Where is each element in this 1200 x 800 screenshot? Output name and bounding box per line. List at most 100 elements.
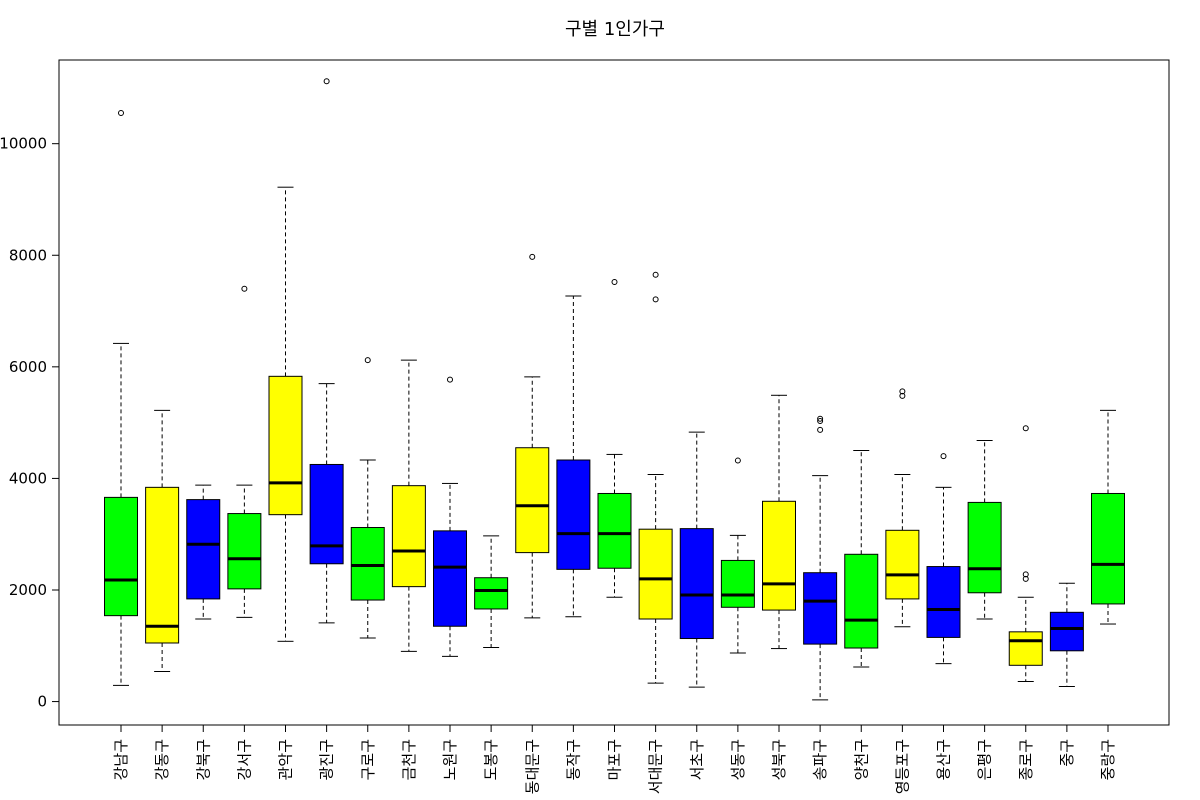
box-iqr: [433, 530, 467, 627]
box-iqr: [1049, 611, 1084, 652]
box-iqr: [145, 486, 180, 644]
x-tick-label: 동작구: [564, 739, 582, 780]
x-tick-label: 강서구: [235, 739, 253, 780]
box-iqr: [186, 499, 221, 600]
box-금천구: [391, 359, 426, 652]
x-tick-label: 광진구: [318, 739, 336, 780]
box-서초구: [679, 431, 714, 688]
x-tick-label: 관악구: [277, 739, 295, 780]
x-tick-label: 영등포구: [893, 739, 911, 794]
outlier-point: [241, 285, 248, 292]
x-tick-label: 강북구: [194, 739, 212, 780]
x-tick-label: 종로구: [1017, 739, 1035, 780]
outlier-point: [652, 271, 659, 278]
box-강서구: [227, 285, 262, 618]
box-구로구: [350, 357, 385, 639]
box-은평구: [967, 439, 1002, 620]
x-axis: 강남구 강동구 강북구 강서구 관악구 광진구 구로구 금천구 노원구 도봉구 동대문구 동작구 마포구…: [112, 725, 1117, 794]
box-iqr: [556, 459, 591, 570]
box-iqr: [474, 577, 509, 610]
x-tick-label: 은평구: [976, 739, 994, 780]
box-iqr: [227, 513, 262, 590]
box-양천구: [844, 450, 879, 668]
box-도봉구: [474, 535, 509, 648]
box-iqr: [391, 485, 426, 588]
box-iqr: [638, 528, 673, 620]
box-광진구: [309, 78, 344, 624]
outlier-point: [899, 392, 906, 399]
box-iqr: [967, 501, 1002, 594]
x-tick-label: 금천구: [400, 739, 418, 780]
box-iqr: [720, 559, 755, 608]
box-iqr: [885, 529, 920, 600]
x-tick-label: 강남구: [112, 739, 130, 780]
x-tick-label: 서초구: [688, 739, 706, 780]
outlier-point: [1022, 425, 1029, 432]
outlier-point: [817, 426, 824, 433]
box-중구: [1049, 582, 1084, 688]
outlier-point: [447, 376, 453, 383]
outlier-point: [1022, 571, 1029, 578]
outlier-point: [364, 357, 371, 364]
y-tick-label: 8000: [9, 246, 47, 264]
outlier-point: [529, 253, 536, 260]
outlier-point: [323, 78, 330, 85]
box-iqr: [844, 553, 879, 649]
box-iqr: [597, 492, 632, 569]
box-동작구: [556, 295, 591, 618]
box-강북구: [186, 484, 221, 620]
box-강남구: [104, 109, 138, 686]
x-tick-label: 중랑구: [1099, 739, 1117, 780]
box-용산구: [926, 453, 961, 665]
box-서대문구: [638, 271, 673, 684]
box-iqr: [268, 375, 303, 516]
outlier-point: [817, 417, 824, 424]
y-axis: 0 2000 4000 6000 8000 10000: [0, 135, 59, 711]
box-성북구: [762, 394, 796, 650]
outlier-point: [734, 457, 741, 464]
box-iqr: [1091, 492, 1125, 605]
x-tick-label: 성북구: [770, 739, 788, 780]
box-송파구: [803, 415, 838, 701]
x-tick-label: 중구: [1058, 739, 1076, 767]
outlier-point: [652, 296, 659, 303]
y-tick-label: 2000: [9, 581, 47, 599]
chart-title: 구별 1인가구: [565, 19, 665, 40]
x-tick-label: 도봉구: [482, 739, 500, 780]
outlier-point: [611, 279, 618, 286]
outlier-point: [1022, 575, 1029, 582]
x-tick-label: 성동구: [729, 739, 747, 780]
outlier-point: [940, 453, 947, 460]
x-tick-label: 노원구: [441, 739, 459, 780]
box-관악구: [268, 186, 303, 642]
box-iqr: [350, 527, 385, 601]
x-tick-label: 구로구: [359, 739, 377, 780]
box-iqr: [762, 500, 796, 611]
x-tick-label: 강동구: [153, 739, 171, 780]
y-tick-label: 4000: [9, 469, 47, 487]
box-중랑구: [1091, 409, 1125, 625]
x-tick-label: 양천구: [852, 739, 870, 780]
box-노원구: [433, 376, 467, 657]
box-iqr: [104, 496, 138, 617]
outlier-point: [817, 415, 824, 422]
box-성동구: [720, 457, 755, 654]
y-tick-label: 0: [37, 693, 47, 711]
box-iqr: [309, 463, 344, 565]
box-iqr: [926, 566, 961, 638]
x-tick-label: 서대문구: [647, 739, 665, 794]
box-iqr: [679, 528, 714, 640]
box-강동구: [145, 409, 180, 672]
x-tick-label: 용산구: [935, 739, 953, 780]
box-iqr: [1008, 631, 1043, 666]
y-tick-label: 10000: [0, 135, 47, 153]
x-tick-label: 동대문구: [523, 739, 541, 794]
box-iqr: [803, 572, 838, 645]
box-동대문구: [515, 253, 550, 619]
boxes-group: [104, 78, 1125, 701]
plot-frame: [58, 59, 1170, 726]
box-종로구: [1008, 425, 1043, 682]
outlier-point: [118, 109, 124, 116]
outlier-point: [899, 388, 906, 395]
